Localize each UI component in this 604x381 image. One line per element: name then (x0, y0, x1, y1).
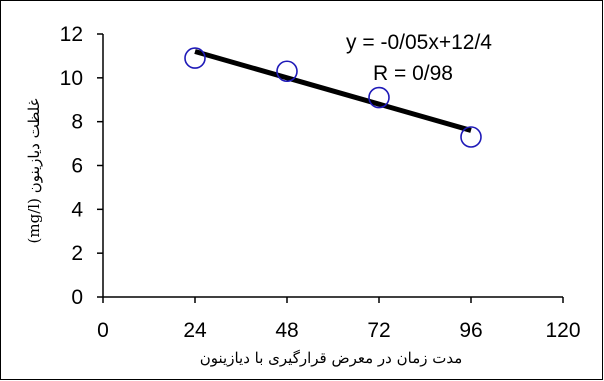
x-axis-title: مدت زمان در معرض قرارگیری با دیازینون (200, 349, 463, 367)
y-tick-label: 12 (60, 23, 83, 46)
y-axis-ticks: 0 2 4 6 8 10 12 (60, 23, 103, 309)
trendline-group (194, 49, 472, 133)
axes (102, 34, 563, 298)
y-tick-label: 0 (71, 286, 83, 309)
x-tick-label: 0 (97, 319, 109, 342)
x-tick-label: 72 (367, 319, 390, 342)
x-tick-label: 24 (183, 319, 207, 342)
y-tick-label: 6 (71, 155, 83, 178)
x-axis-ticks: 0 24 48 72 96 120 (97, 297, 581, 342)
y-tick-label: 10 (60, 67, 83, 90)
y-tick-label: 8 (71, 111, 83, 134)
r-value-label: R = 0/98 (373, 62, 453, 85)
y-tick-label: 2 (71, 242, 83, 265)
data-point (276, 60, 298, 83)
x-tick-label: 96 (459, 319, 482, 342)
data-point (184, 47, 206, 69)
data-point (368, 86, 390, 109)
x-tick-label: 120 (545, 319, 580, 342)
y-axis-title: غلظت دیازینون (mg/l) (25, 98, 43, 243)
trendline (194, 49, 472, 133)
x-tick-label: 48 (275, 319, 298, 342)
equation-label: y = -0/05x+12/4 (346, 31, 492, 54)
y-tick-label: 4 (71, 198, 83, 221)
data-point (460, 126, 482, 148)
data-points (184, 47, 482, 148)
